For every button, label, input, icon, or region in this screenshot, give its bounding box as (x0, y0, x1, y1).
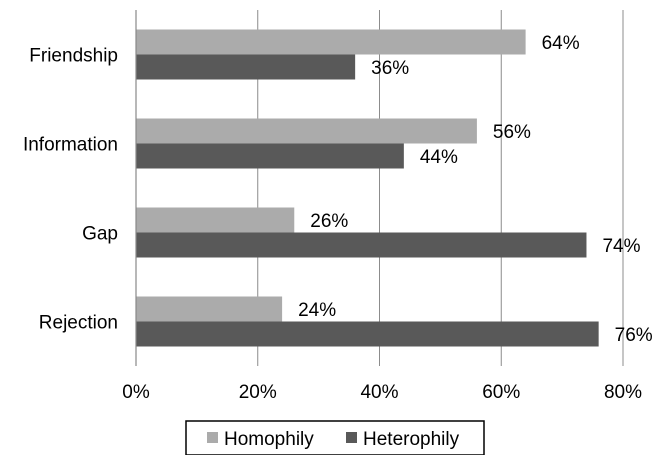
legend-label: Heterophily (363, 429, 460, 450)
bar-heterophily (136, 232, 587, 258)
bar-heterophily (136, 143, 404, 169)
data-label: 64% (542, 33, 580, 54)
legend: Homophily Heterophily (185, 420, 485, 455)
category-labels: Friendship Information Gap Rejection (23, 46, 118, 334)
data-label: 36% (371, 58, 409, 79)
category-label: Friendship (29, 46, 118, 67)
data-label: 76% (615, 325, 653, 346)
category-label: Gap (82, 224, 118, 245)
bars (136, 29, 599, 347)
bar-heterophily (136, 54, 356, 80)
x-tick-label: 20% (239, 382, 277, 403)
category-label: Rejection (39, 313, 118, 334)
legend-swatch-heterophily (346, 432, 357, 443)
x-tick-label: 60% (482, 382, 520, 403)
data-label: 74% (602, 236, 640, 257)
x-tick-label: 40% (360, 382, 398, 403)
legend-label: Homophily (224, 429, 314, 450)
data-label: 56% (493, 122, 531, 143)
legend-box (185, 420, 485, 455)
bar-homophily (136, 207, 295, 233)
bar-heterophily (136, 321, 599, 347)
x-tick-label: 80% (604, 382, 642, 403)
data-label: 24% (298, 300, 336, 321)
bar-homophily (136, 29, 526, 55)
bar-homophily (136, 118, 477, 144)
data-labels: 64% 36% 56% 44% 26% 74% 24% 76% (298, 33, 653, 346)
data-label: 26% (310, 211, 348, 232)
bar-homophily (136, 296, 283, 322)
data-label: 44% (420, 147, 458, 168)
x-tick-label: 0% (122, 382, 150, 403)
x-tick-labels: 0% 20% 40% 60% 80% (122, 382, 642, 403)
legend-swatch-homophily (207, 432, 218, 443)
category-label: Information (23, 135, 118, 156)
